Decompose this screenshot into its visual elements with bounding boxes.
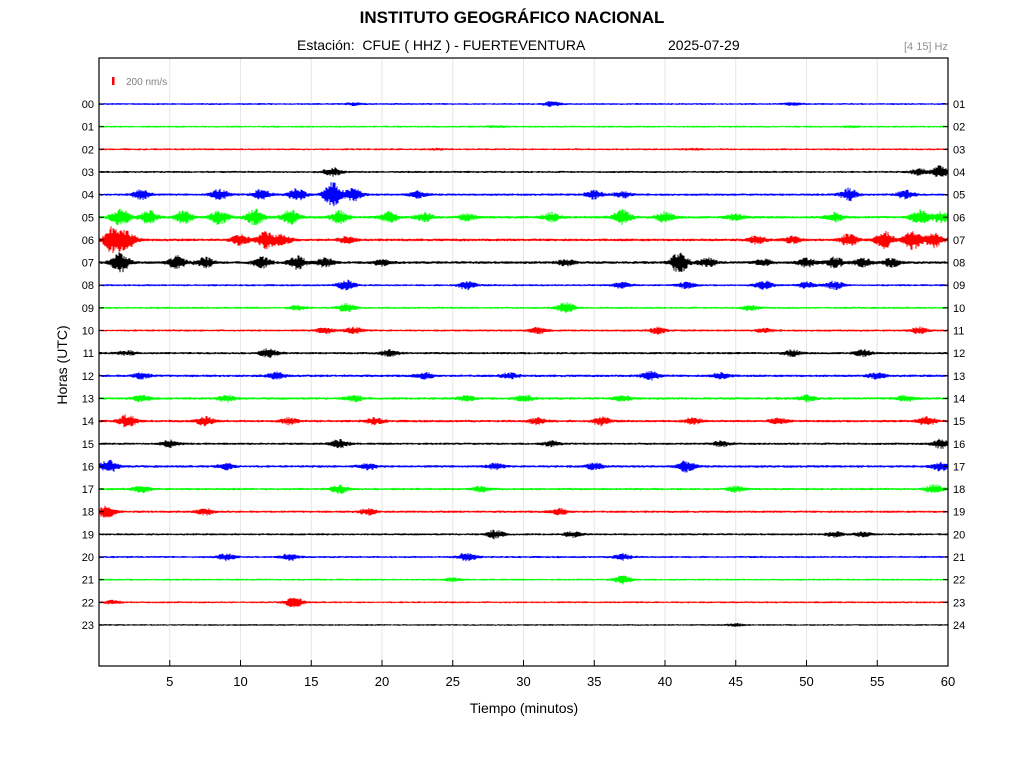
right-tick-label: 05: [953, 190, 965, 202]
right-tick-label: 21: [953, 552, 965, 564]
left-tick-label: 13: [82, 393, 94, 405]
x-tick-label: 45: [729, 674, 743, 689]
right-tick-label: 15: [953, 416, 965, 428]
filter-band: [4 15] Hz: [903, 41, 948, 53]
station-name: CFUE ( HHZ ) - FUERTEVENTURA: [362, 37, 586, 53]
x-tick-label: 20: [375, 674, 389, 689]
left-tick-label: 19: [82, 529, 94, 541]
left-tick-label: 10: [82, 326, 94, 338]
left-tick-label: 21: [82, 575, 94, 587]
x-tick-label: 5: [166, 674, 173, 689]
right-tick-label: 01: [953, 99, 965, 111]
x-tick-label: 10: [233, 674, 247, 689]
x-axis-label: Tiempo (minutos): [469, 700, 579, 716]
x-axis-ticks: 5 10 15 20 25 30 35 40 45 50 55 60: [166, 660, 955, 689]
left-tick-label: 18: [82, 507, 94, 519]
grid-lines: [169, 58, 878, 666]
left-tick-label: 17: [82, 484, 94, 496]
left-tick-label: 05: [82, 212, 94, 224]
right-tick-label: 07: [953, 235, 965, 247]
left-tick-label: 07: [82, 258, 94, 270]
x-tick-label: 25: [446, 674, 460, 689]
right-tick-label: 20: [953, 529, 965, 541]
scale-bar: [112, 77, 115, 85]
right-tick-label: 02: [953, 122, 965, 134]
left-tick-label: 12: [82, 371, 94, 383]
left-tick-label: 03: [82, 167, 94, 179]
right-tick-label: 13: [953, 371, 965, 383]
record-date: 2025-07-29: [668, 37, 740, 53]
right-tick-label: 10: [953, 303, 965, 315]
x-tick-label: 35: [587, 674, 601, 689]
right-tick-label: 11: [953, 326, 964, 338]
amplitude-scale: 200 nm/s: [112, 77, 167, 88]
scale-label: 200 nm/s: [126, 77, 167, 88]
x-tick-label: 15: [304, 674, 318, 689]
station-info: Estación: CFUE ( HHZ ) - FUERTEVENTURA: [297, 37, 585, 53]
x-tick-label: 60: [941, 674, 955, 689]
left-tick-label: 15: [82, 439, 94, 451]
right-tick-label: 08: [953, 258, 965, 270]
right-tick-label: 09: [953, 280, 965, 292]
left-hour-ticks: 00 01 02 03 04 05 06 07 08 09 10 11 12 13 14 15 16 17 18 19…: [82, 99, 104, 632]
left-tick-label: 08: [82, 280, 94, 292]
right-tick-label: 24: [953, 620, 965, 632]
right-tick-label: 23: [953, 597, 965, 609]
right-tick-label: 06: [953, 212, 965, 224]
station-label: Estación:: [297, 37, 355, 53]
left-tick-label: 09: [82, 303, 94, 315]
right-tick-label: 19: [953, 507, 965, 519]
left-tick-label: 00: [82, 99, 94, 111]
right-tick-label: 22: [953, 575, 965, 587]
left-tick-label: 22: [82, 597, 94, 609]
x-tick-label: 40: [658, 674, 672, 689]
x-tick-label: 30: [516, 674, 530, 689]
left-tick-label: 11: [83, 348, 94, 360]
right-tick-label: 04: [953, 167, 965, 179]
left-tick-label: 16: [82, 461, 94, 473]
right-tick-label: 16: [953, 439, 965, 451]
left-tick-label: 14: [82, 416, 94, 428]
right-hour-ticks: 01 02 03 04 05 06 07 08 09 10 11 12 13 14 15 16 17 18 19 20…: [943, 99, 965, 632]
right-tick-label: 03: [953, 144, 965, 156]
right-tick-label: 17: [953, 461, 965, 473]
x-tick-label: 50: [799, 674, 813, 689]
left-tick-label: 20: [82, 552, 94, 564]
page-title: INSTITUTO GEOGRÁFICO NACIONAL: [359, 8, 665, 27]
left-tick-label: 02: [82, 144, 94, 156]
x-tick-label: 55: [870, 674, 884, 689]
left-tick-label: 04: [82, 190, 94, 202]
right-tick-label: 18: [953, 484, 965, 496]
right-tick-label: 12: [953, 348, 965, 360]
left-tick-label: 06: [82, 235, 94, 247]
y-axis-label: Horas (UTC): [54, 325, 70, 405]
right-tick-label: 14: [953, 393, 965, 405]
left-tick-label: 23: [82, 620, 94, 632]
left-tick-label: 01: [82, 122, 94, 134]
